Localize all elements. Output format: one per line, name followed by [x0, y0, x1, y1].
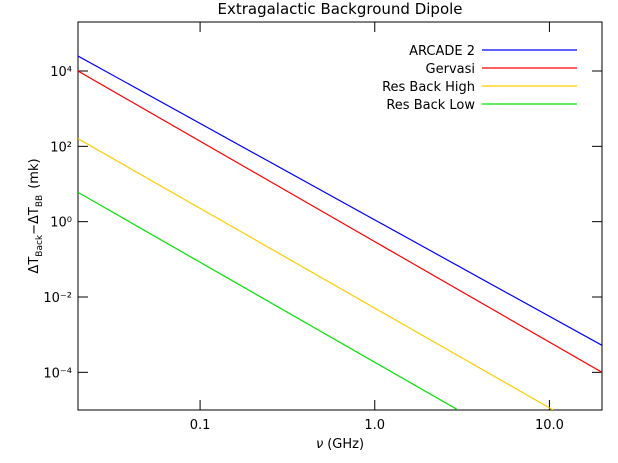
y-tick-label: 10⁻⁴ [43, 366, 72, 381]
x-tick-label: 1.0 [364, 418, 385, 433]
x-label-part: (GHz) [327, 437, 364, 452]
series-line [78, 55, 602, 346]
y-label-part: (mk) [27, 158, 42, 188]
x-axis-label: ν (GHz) [316, 437, 364, 452]
series-line [78, 138, 554, 410]
y-label-part: ΔT [27, 257, 42, 274]
y-tick-label: 10² [50, 140, 72, 155]
y-label-part: Back [35, 234, 45, 257]
y-tick-label: 10⁻² [43, 291, 72, 306]
y-tick-label: 10⁰ [50, 216, 72, 231]
y-label-part: BB [35, 195, 45, 207]
y-axis-label: ΔTBack−ΔTBB (mk) [27, 158, 45, 273]
legend-label: Res Back Low [386, 98, 475, 113]
legend-label: Res Back High [382, 80, 475, 95]
x-tick-label: 10.0 [535, 418, 564, 433]
plot-frame [77, 21, 603, 411]
series-line [78, 191, 459, 410]
x-tick-label: 0.1 [190, 418, 211, 433]
chart-title: Extragalactic Background Dipole [217, 0, 462, 18]
legend-label: ARCADE 2 [409, 44, 475, 59]
x-label-part: ν [316, 437, 323, 452]
y-label-part: −ΔT [27, 207, 42, 235]
series-line [78, 70, 602, 373]
legend-label: Gervasi [426, 62, 475, 77]
y-tick-label: 10⁴ [50, 65, 72, 80]
